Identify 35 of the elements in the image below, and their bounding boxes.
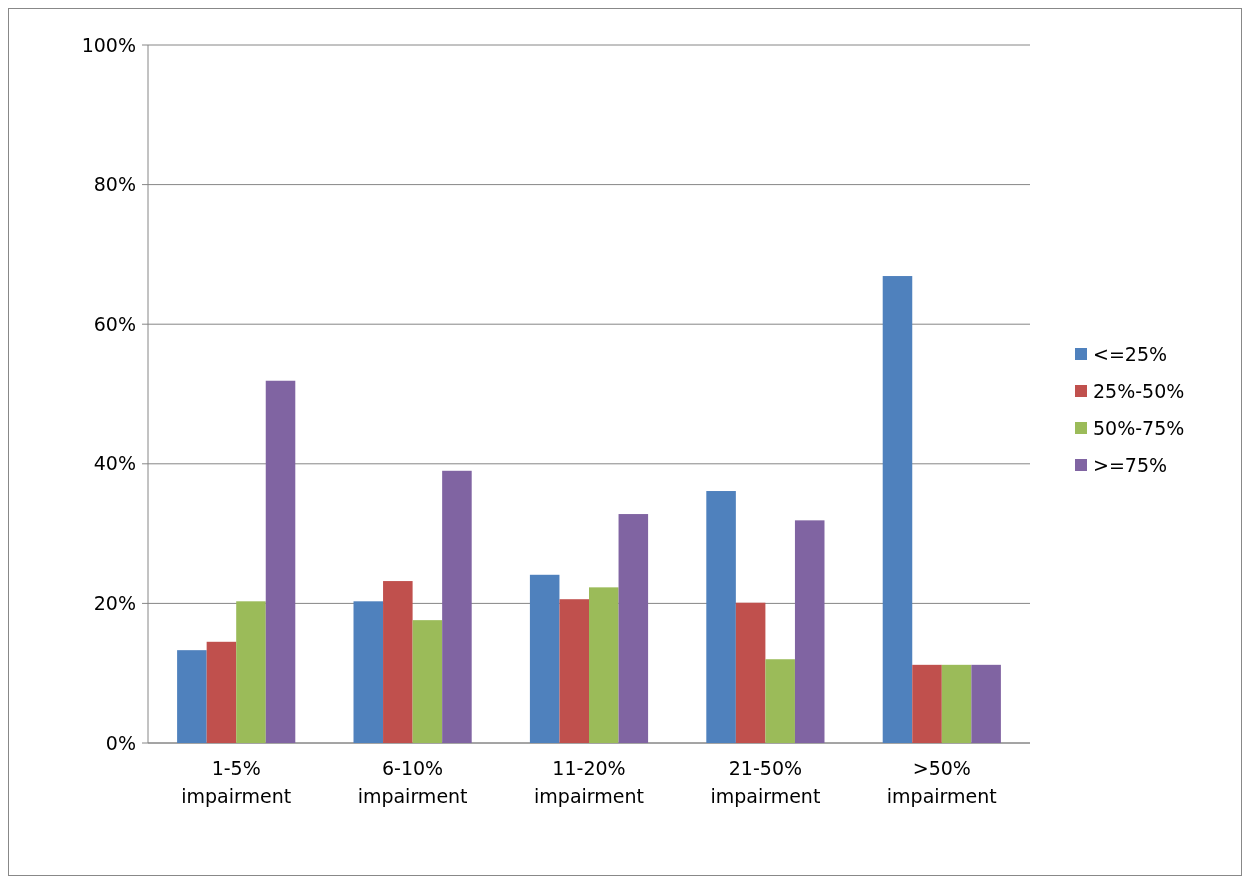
legend-label: 25%-50% <box>1093 379 1185 402</box>
bar <box>265 380 296 743</box>
x-tick-label: 1-5% impairment <box>181 757 292 807</box>
bar <box>941 664 972 743</box>
bar <box>912 664 942 743</box>
bar <box>177 650 207 743</box>
bar <box>383 581 413 743</box>
bar <box>412 620 443 743</box>
bar <box>618 514 649 743</box>
y-tick-label: 80% <box>93 173 136 196</box>
bar <box>353 601 384 743</box>
x-tick-label: 11-20% impairment <box>534 757 644 807</box>
legend-label: 50%-75% <box>1093 416 1185 439</box>
bar <box>765 659 795 743</box>
bar <box>206 641 237 743</box>
y-tick-label: 100% <box>81 33 136 56</box>
legend-label: <=25% <box>1093 342 1168 365</box>
bar <box>735 602 766 743</box>
bar <box>794 520 825 743</box>
legend-label: >=75% <box>1093 453 1168 476</box>
x-tick-label: 21-50% impairment <box>710 757 821 807</box>
y-tick-label: 40% <box>93 452 136 475</box>
bar <box>559 599 589 743</box>
x-tick-label: >50% impairment <box>886 757 997 807</box>
bar <box>589 587 619 743</box>
bar <box>529 574 560 743</box>
bar <box>971 664 1001 743</box>
bar <box>882 276 913 743</box>
bar <box>706 491 736 743</box>
y-tick-label: 0% <box>105 731 136 754</box>
y-tick-label: 20% <box>93 592 136 615</box>
bar <box>236 601 266 743</box>
y-tick-label: 60% <box>93 312 136 335</box>
bar <box>442 470 472 743</box>
x-tick-label: 6-10% impairment <box>357 757 468 807</box>
